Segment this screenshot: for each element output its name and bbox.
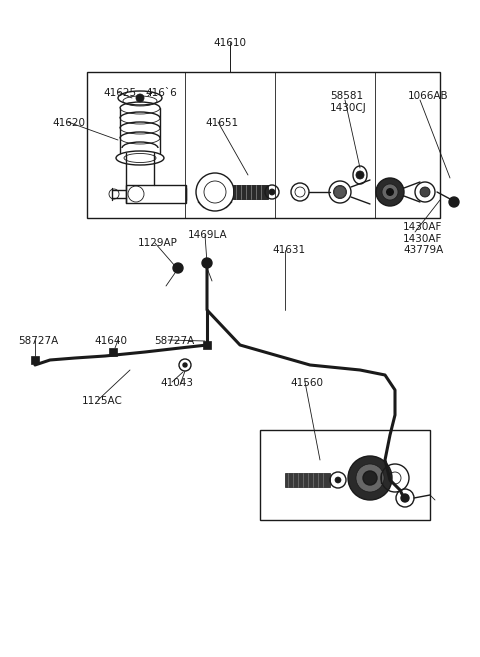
Text: 41625: 41625 [103,88,136,98]
Circle shape [183,363,187,367]
Bar [31,356,39,364]
Circle shape [269,189,275,195]
Circle shape [420,187,430,197]
Circle shape [363,471,377,485]
Text: 41651: 41651 [205,118,238,128]
Circle shape [202,258,212,268]
Circle shape [382,184,398,200]
Circle shape [386,188,394,196]
Text: 416`6: 416`6 [145,88,177,98]
Text: 58727A: 58727A [154,336,194,346]
Circle shape [136,94,144,102]
Text: 1430AF
1430AF
43779A: 1430AF 1430AF 43779A [403,222,443,255]
Circle shape [449,197,459,207]
Text: 41640: 41640 [94,336,127,346]
Bar [233,185,268,199]
Text: 1066AB: 1066AB [408,91,449,101]
Bar [203,341,211,349]
Bar [109,348,117,356]
Circle shape [173,263,183,273]
Text: 41631: 41631 [272,245,305,255]
Bar [126,185,186,203]
Circle shape [356,171,364,179]
Circle shape [335,477,341,483]
Text: 1129AP: 1129AP [138,238,178,248]
Circle shape [356,464,384,492]
Bar [285,473,330,487]
Text: 41043: 41043 [160,378,193,388]
Text: 1125AC: 1125AC [82,396,123,406]
Circle shape [376,178,404,206]
Text: 58727A: 58727A [18,336,58,346]
Text: 58581
1430CJ: 58581 1430CJ [330,91,367,112]
Bar [260,430,430,520]
Text: 41620: 41620 [52,118,85,128]
Circle shape [348,456,392,500]
Text: 1469LA: 1469LA [188,230,228,240]
Circle shape [401,494,409,502]
Text: 41610: 41610 [214,38,247,48]
Circle shape [334,186,346,198]
Text: 41560: 41560 [290,378,323,388]
Bar [87,72,440,218]
